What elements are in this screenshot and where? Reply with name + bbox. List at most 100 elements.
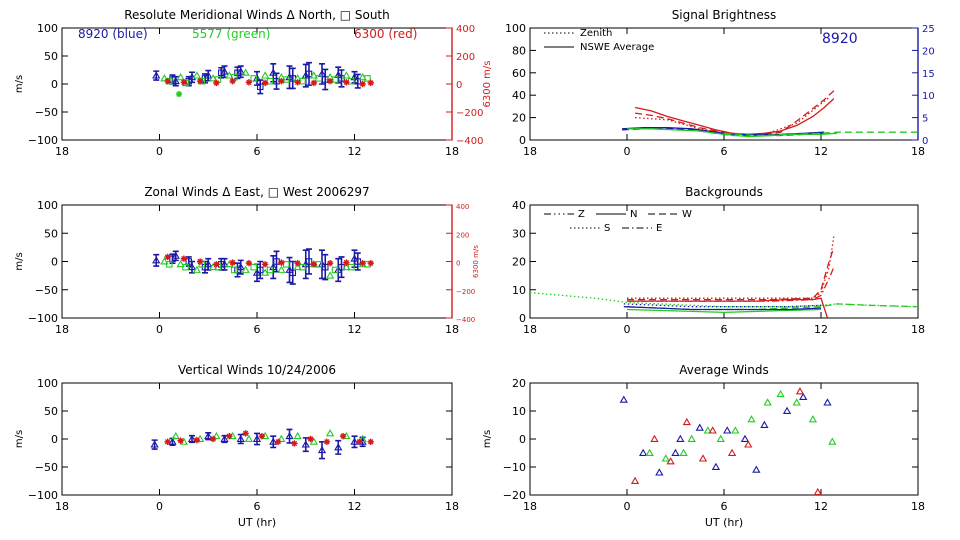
- data-point: [813, 487, 822, 495]
- data-point: [236, 434, 245, 442]
- data-point: [176, 260, 185, 268]
- data-point: [695, 423, 704, 431]
- y2-tick-label: 0: [456, 80, 462, 91]
- series-red-dotted: [635, 96, 830, 136]
- x-tick-label: 0: [156, 145, 163, 158]
- data-point: [241, 265, 250, 273]
- y-tick-label: −100: [28, 134, 58, 147]
- data-point: [359, 259, 366, 267]
- legend-label: NSWE Average: [580, 42, 654, 53]
- data-point: [165, 261, 173, 268]
- data-point: [241, 68, 250, 76]
- series-green-triangle: [171, 429, 367, 445]
- data-point: [305, 70, 313, 78]
- x-tick-label: 12: [348, 500, 362, 513]
- series-line: [627, 236, 835, 299]
- series-red-dashdot: [627, 266, 835, 302]
- series-red-dashed: [635, 90, 835, 136]
- x-tick-label: 6: [721, 145, 728, 158]
- x-tick-label: 0: [156, 500, 163, 513]
- legend-label: Z: [578, 209, 585, 220]
- data-point: [687, 434, 696, 442]
- x-tick-label: 18: [523, 145, 537, 158]
- data-point: [661, 454, 670, 462]
- y-tick-label: 80: [512, 44, 526, 57]
- data-point: [776, 389, 785, 398]
- x-tick-label: 6: [254, 145, 261, 158]
- series-red-asterisk: [164, 430, 374, 447]
- data-point: [350, 437, 359, 445]
- error-bar: [338, 256, 345, 279]
- data-point: [799, 392, 808, 400]
- data-point: [213, 79, 220, 87]
- y2-tick-label: 5: [922, 114, 928, 125]
- series-green-solid: [626, 308, 822, 314]
- data-point: [273, 258, 280, 265]
- data-point: [727, 448, 737, 456]
- error-bar: [302, 437, 309, 453]
- x-tick-label: 6: [254, 323, 261, 336]
- data-point: [289, 269, 297, 277]
- data-point: [356, 438, 363, 445]
- data-point: [220, 434, 229, 442]
- data-point: [152, 71, 161, 79]
- data-point: [671, 448, 680, 456]
- chart-title: Signal Brightness: [672, 8, 777, 22]
- y2-tick-label: 200: [456, 231, 469, 239]
- y2-tick-label: 25: [922, 24, 935, 35]
- error-bar: [306, 61, 312, 86]
- data-point: [278, 259, 285, 266]
- data-point: [269, 437, 278, 445]
- data-point: [740, 434, 750, 442]
- series-label: 5577 (green): [192, 27, 270, 41]
- y-tick-label: 40: [512, 89, 526, 102]
- series-line: [626, 308, 822, 314]
- y2-tick-label: −400: [456, 136, 483, 147]
- series-blue-dotted: [623, 303, 822, 308]
- data-point: [326, 259, 334, 267]
- data-point: [655, 468, 664, 476]
- data-point: [650, 434, 659, 442]
- data-point: [160, 257, 169, 265]
- data-point: [358, 434, 367, 442]
- data-point: [792, 398, 801, 406]
- data-point: [242, 430, 249, 437]
- data-point: [192, 265, 202, 273]
- data-point: [229, 259, 236, 266]
- plot-frame: [61, 204, 453, 319]
- data-point: [326, 78, 334, 85]
- y2-tick-label: 400: [456, 24, 475, 35]
- data-point: [277, 265, 286, 273]
- y2-tick-label: 20: [922, 46, 935, 57]
- series-green-square: [165, 261, 371, 274]
- x-axis-label: UT (hr): [238, 516, 276, 529]
- data-point: [342, 71, 351, 79]
- error-bar: [335, 439, 342, 455]
- data-point: [196, 258, 204, 265]
- series-label: 6300 (red): [354, 27, 417, 41]
- y2-tick-label: −200: [456, 288, 475, 296]
- x-tick-label: 0: [624, 145, 631, 158]
- data-point: [795, 387, 805, 395]
- x-tick-label: 18: [445, 323, 459, 336]
- chart-legend: Zenith NSWE Average: [544, 28, 654, 53]
- y-tick-label: 20: [512, 377, 526, 390]
- data-point: [212, 431, 221, 440]
- data-point: [196, 78, 204, 85]
- y-tick-label: 0: [519, 312, 526, 325]
- series-line: [627, 297, 829, 318]
- y-axis-label: m/s: [14, 75, 25, 93]
- x-tick-label: 6: [721, 323, 728, 336]
- data-point: [310, 261, 318, 268]
- data-point: [305, 258, 313, 265]
- data-point: [180, 255, 188, 262]
- series-green-asterisk: [175, 90, 183, 98]
- x-tick-label: 12: [814, 500, 828, 513]
- y2-axis-label: 6300 m/s: [482, 61, 493, 108]
- x-tick-label: 6: [254, 500, 261, 513]
- series-line: [635, 96, 830, 136]
- x-tick-label: 18: [911, 145, 925, 158]
- data-point: [266, 266, 274, 274]
